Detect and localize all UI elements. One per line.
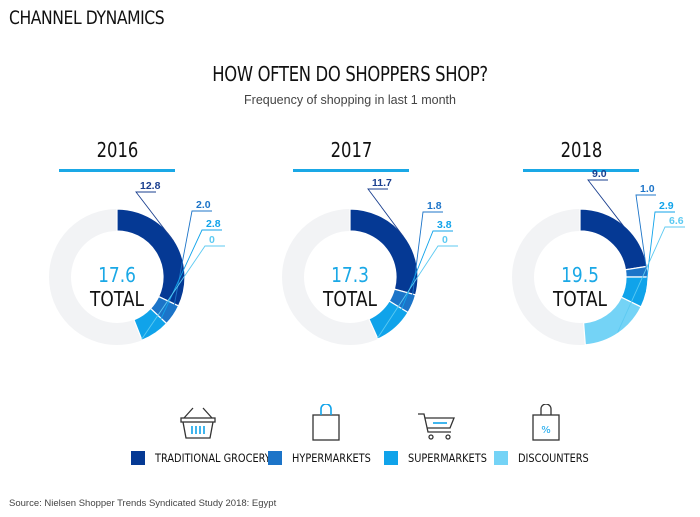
year-rule-2017 [293, 169, 409, 172]
donut-segment [368, 300, 409, 340]
legend-label: TRADITIONAL GROCERY [155, 451, 271, 465]
shopping-cart-icon [418, 413, 455, 440]
leader-line [154, 229, 222, 333]
leader-line [587, 179, 624, 227]
data-label: 0 [442, 234, 448, 246]
data-label: 2.0 [196, 199, 211, 211]
year-label-2017: 2017 [330, 138, 372, 162]
data-label: 11.7 [372, 177, 392, 189]
chart-subtitle: Frequency of shopping in last 1 month [244, 93, 456, 107]
page-header: CHANNEL DYNAMICS [9, 7, 165, 29]
year-rule-2016 [59, 169, 175, 172]
data-label: 12.8 [140, 180, 161, 192]
svg-text:%: % [541, 425, 551, 436]
legend-item-discounters: DISCOUNTERS [494, 450, 601, 466]
data-label: 1.0 [640, 183, 655, 195]
legend-label: DISCOUNTERS [518, 451, 589, 465]
data-label: 2.9 [659, 200, 674, 212]
basket-icon [180, 407, 216, 439]
year-label-2016: 2016 [96, 138, 138, 162]
leader-line [367, 188, 404, 237]
year-label-2018: 2018 [560, 138, 602, 162]
year-rule-2018 [523, 169, 639, 172]
legend-label: HYPERMARKETS [292, 451, 371, 465]
data-label: 6.6 [669, 215, 684, 227]
leader-line [644, 211, 675, 293]
legend-swatch [384, 451, 398, 465]
leader-line [411, 211, 443, 304]
source-note: Source: Nielsen Shopper Trends Syndicate… [9, 498, 277, 509]
leader-line [393, 230, 453, 328]
data-label: 1.8 [427, 200, 442, 212]
legend-swatch [268, 451, 282, 465]
data-label: 0 [209, 234, 215, 246]
total-label: TOTAL [322, 289, 377, 312]
total-value: 19.5 [561, 265, 599, 288]
legend-swatch [131, 451, 145, 465]
total-value: 17.6 [98, 265, 136, 288]
leader-line [141, 245, 225, 340]
total-value: 17.3 [331, 265, 369, 288]
data-label: 9.0 [592, 168, 607, 180]
chart-title: HOW OFTEN DO SHOPPERS SHOP? [212, 62, 488, 86]
donut-segment [133, 307, 168, 342]
total-label: TOTAL [552, 289, 607, 312]
leader-line [617, 226, 685, 333]
discount-bag-icon: % [532, 404, 560, 441]
legend-item-supermarkets: SUPERMARKETS [384, 450, 501, 466]
data-label: 2.8 [206, 218, 221, 230]
legend-label: SUPERMARKETS [408, 451, 487, 465]
leader-line [377, 245, 458, 339]
leader-line [135, 191, 174, 242]
donut-segment [579, 208, 648, 271]
donut-segment [582, 296, 642, 346]
leader-line [635, 194, 656, 272]
data-label: 3.8 [437, 219, 452, 231]
shopping-bag-icon [312, 404, 340, 441]
total-label: TOTAL [89, 289, 144, 312]
legend-item-hypermarkets: HYPERMARKETS [268, 450, 385, 466]
legend-swatch [494, 451, 508, 465]
legend-item-traditional-grocery: TRADITIONAL GROCERY [131, 450, 291, 466]
